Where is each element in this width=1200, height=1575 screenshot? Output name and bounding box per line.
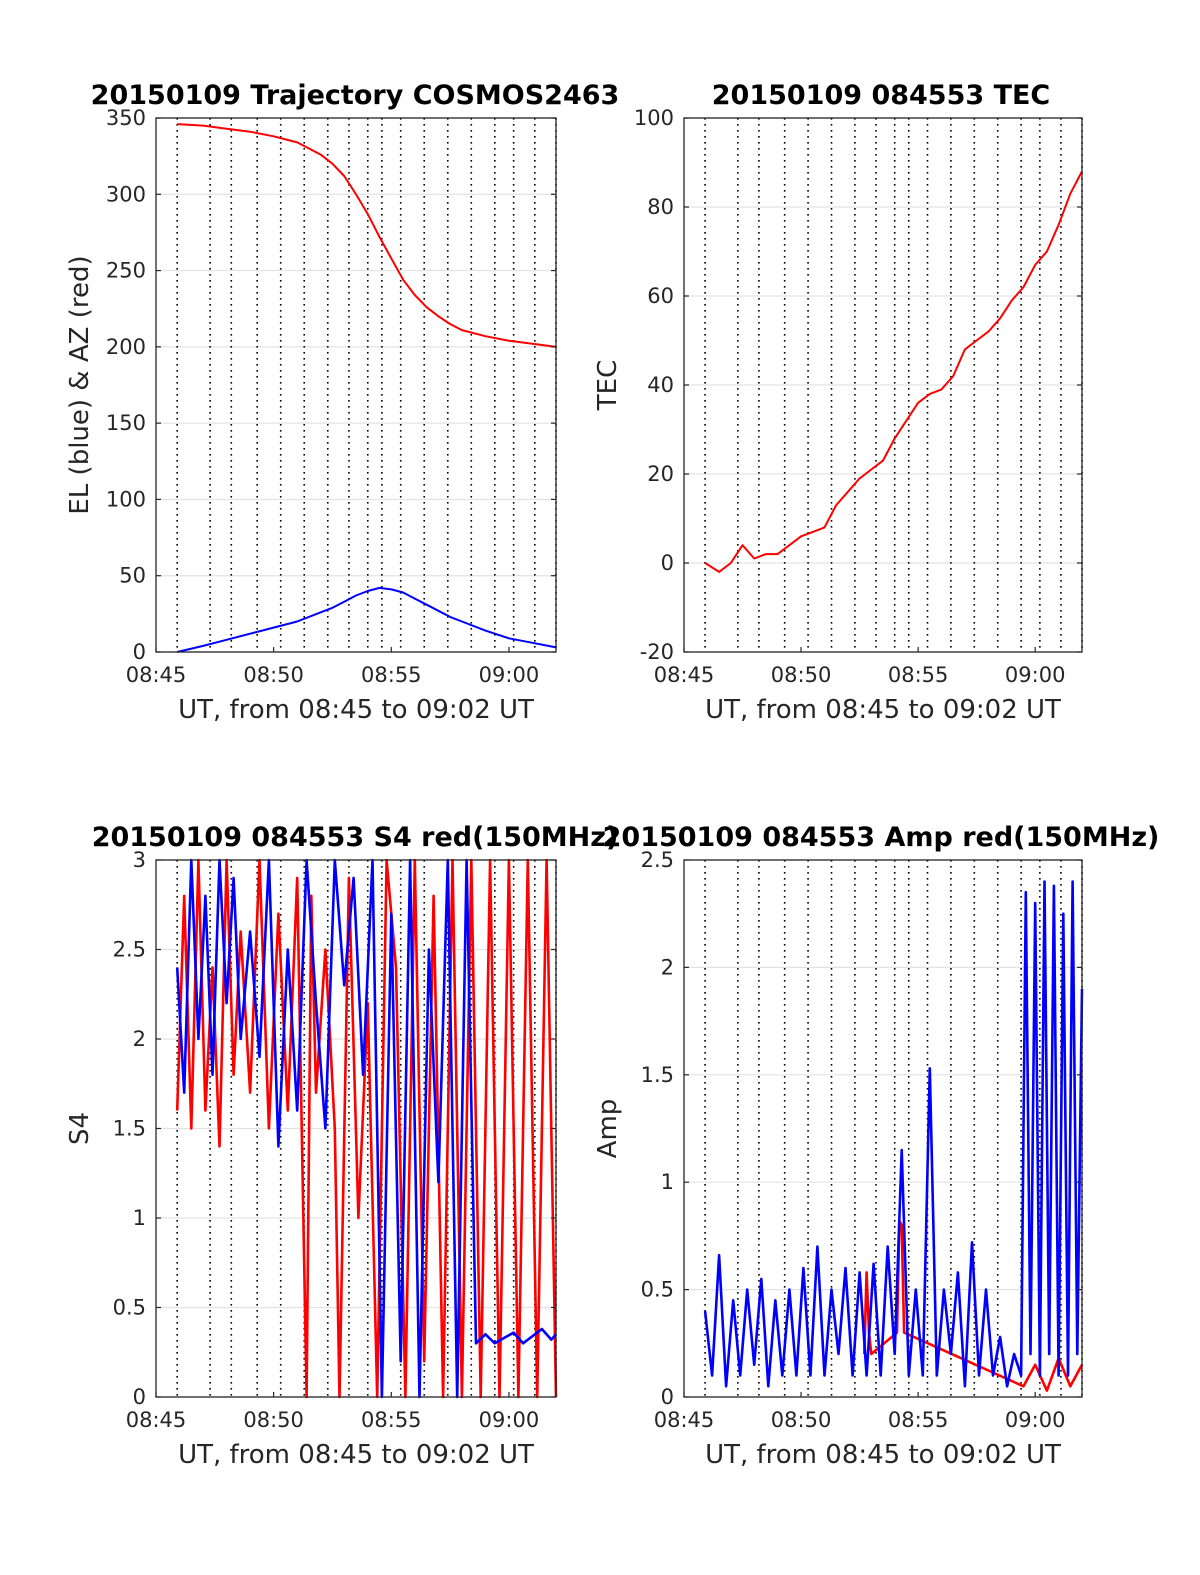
series-line-2 (175, 858, 557, 1399)
plot-area (684, 860, 1082, 1397)
y-tick-label: 20 (647, 462, 674, 486)
series-line-1 (177, 123, 557, 348)
y-tick-label: 2 (133, 1027, 146, 1051)
y-tick-label: 1.5 (641, 1063, 674, 1087)
panel-3: 0 0.5 1 1.5 2 2.5 3 08:45 08:50 08:55 09:00 2015010… (65, 822, 618, 1470)
y-tick-label: 2 (661, 955, 674, 979)
series-line-2 (176, 586, 557, 653)
chart-title: 20150109 084553 Amp red(150MHz) (603, 822, 1160, 853)
y-axis-label: TEC (593, 360, 623, 411)
plot-area (156, 118, 556, 652)
y-tick-label: 3 (133, 848, 146, 872)
series-line-2 (703, 880, 1084, 1388)
y-tick-label: 100 (634, 106, 674, 130)
series-line-1 (175, 858, 558, 1399)
x-tick-label: 09:00 (1005, 1408, 1066, 1432)
x-axis-label: UT, from 08:45 to 09:02 UT (705, 1440, 1061, 1470)
axes-frame (683, 859, 1083, 1398)
y-tick-label: 60 (647, 284, 674, 308)
x-tick-label: 08:55 (361, 1408, 422, 1432)
y-tick-label: 100 (106, 487, 146, 511)
y-tick-label: 0 (133, 1385, 146, 1409)
y-tick-label: 1.5 (113, 1117, 146, 1141)
y-tick-label: 80 (647, 195, 674, 219)
y-tick-label: 250 (106, 259, 146, 283)
chart-title: 20150109 084553 S4 red(150MHz) (92, 822, 619, 853)
x-axis-label: UT, from 08:45 to 09:02 UT (705, 695, 1061, 725)
x-tick-label: 08:55 (888, 1408, 949, 1432)
x-tick-label: 08:50 (243, 1408, 304, 1432)
x-axis-label: UT, from 08:45 to 09:02 UT (178, 1440, 534, 1470)
panel-1: 0 50 100 150 200 250 300 350 08:45 08:50 08:55 09:0… (65, 80, 619, 725)
x-tick-label: 08:45 (654, 1408, 715, 1432)
x-tick-label: 08:55 (361, 663, 422, 687)
y-tick-label: 2.5 (641, 848, 674, 872)
y-tick-label: 0 (661, 551, 674, 575)
x-tick-label: 08:45 (126, 1408, 187, 1432)
chart-title: 20150109 Trajectory COSMOS2463 (91, 80, 620, 111)
x-tick-label: 08:45 (126, 663, 187, 687)
y-tick-label: 150 (106, 411, 146, 435)
x-tick-label: 08:45 (654, 663, 715, 687)
x-tick-label: 08:55 (888, 663, 949, 687)
y-tick-label: 1 (133, 1206, 146, 1230)
series-line-1 (704, 170, 1083, 573)
x-tick-label: 09:00 (1005, 663, 1066, 687)
y-tick-label: 50 (119, 564, 146, 588)
x-tick-label: 09:00 (479, 1408, 540, 1432)
chart-title: 20150109 084553 TEC (712, 80, 1051, 111)
axes-frame (155, 117, 557, 653)
x-tick-label: 08:50 (243, 663, 304, 687)
x-axis-label: UT, from 08:45 to 09:02 UT (178, 695, 534, 725)
x-tick-label: 08:50 (771, 663, 832, 687)
panel-4: 0 0.5 1 1.5 2 2.5 08:45 08:50 08:55 09:00 20150109… (593, 822, 1159, 1470)
y-axis-label: EL (blue) & AZ (red) (65, 255, 95, 514)
y-tick-label: 1 (661, 1170, 674, 1194)
y-tick-label: 0.5 (113, 1296, 146, 1320)
y-axis-label: S4 (65, 1112, 95, 1145)
y-tick-label: 0 (133, 640, 146, 664)
y-tick-label: 40 (647, 373, 674, 397)
y-tick-label: 2.5 (113, 938, 146, 962)
y-tick-label: 350 (106, 106, 146, 130)
y-tick-label: 0.5 (641, 1278, 674, 1302)
panel-2: -20 0 20 40 60 80 100 08:45 08:50 08:55 09:00 20150… (593, 80, 1083, 725)
y-tick-label: 0 (661, 1385, 674, 1409)
y-axis-label: Amp (593, 1099, 623, 1159)
y-tick-label: 200 (106, 335, 146, 359)
x-tick-label: 09:00 (479, 663, 540, 687)
y-tick-label: 300 (106, 182, 146, 206)
y-tick-label: -20 (640, 640, 674, 664)
x-tick-label: 08:50 (771, 1408, 832, 1432)
